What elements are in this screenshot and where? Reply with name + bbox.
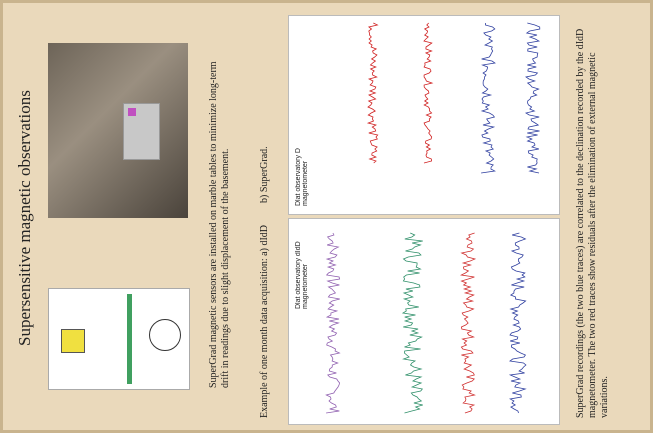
poster: Supersensitive magnetic observations Sup… — [0, 0, 653, 433]
trace-illustration — [526, 23, 540, 173]
trace-illustration — [424, 23, 432, 163]
trace-illustration — [368, 23, 378, 163]
trace-illustration — [510, 233, 526, 413]
trace-layer — [3, 3, 653, 433]
trace-illustration — [461, 233, 475, 413]
trace-illustration — [481, 23, 495, 173]
trace-illustration — [403, 233, 423, 413]
trace-illustration — [326, 233, 340, 413]
